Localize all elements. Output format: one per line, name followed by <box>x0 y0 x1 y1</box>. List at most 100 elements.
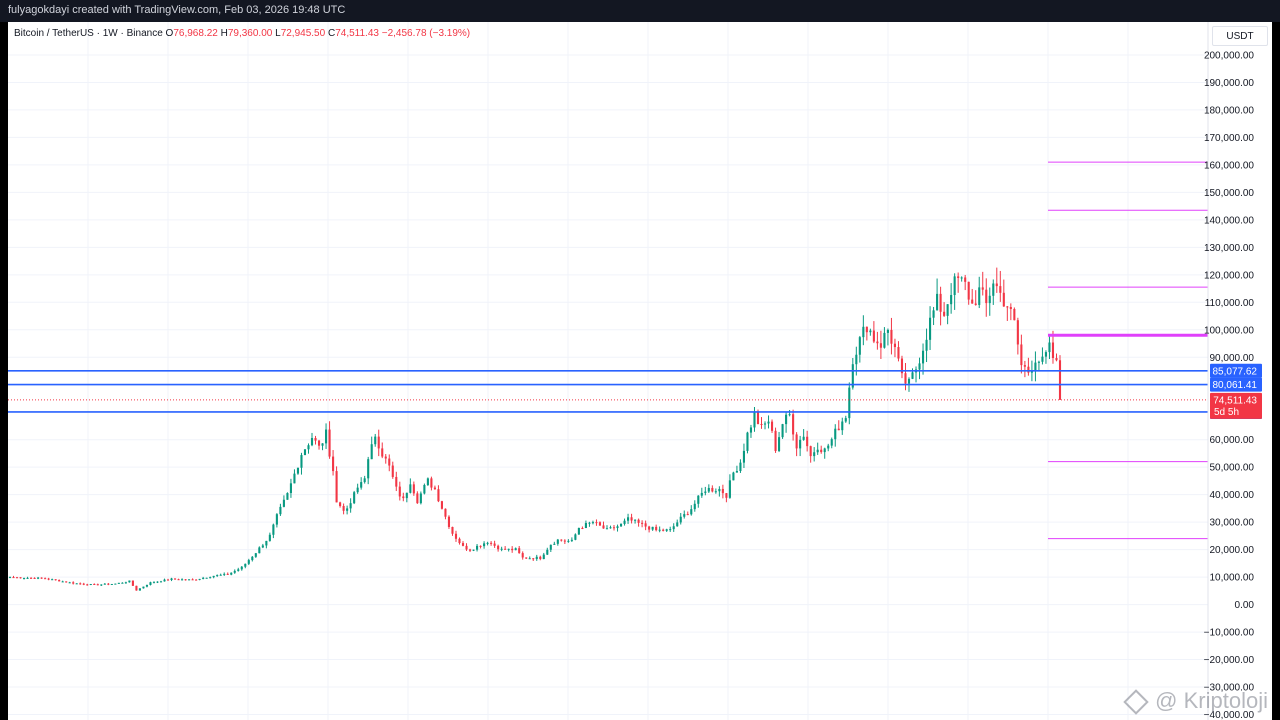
candle-body <box>806 436 809 447</box>
candle-body <box>265 540 268 546</box>
candle-body <box>549 544 552 550</box>
candle-body <box>504 548 507 550</box>
candle-body <box>26 577 29 579</box>
candle-body <box>388 458 391 466</box>
candle-body <box>472 549 475 551</box>
candlestick-series <box>8 267 1062 591</box>
candle-body <box>883 332 886 348</box>
candle-body <box>627 517 630 521</box>
candle-body <box>725 493 728 498</box>
candle-body <box>430 478 433 488</box>
candle-body <box>876 341 879 344</box>
candle-body <box>51 579 54 581</box>
candle-body <box>1055 358 1058 361</box>
candle-body <box>918 363 921 370</box>
currency-button[interactable]: USDT <box>1212 26 1268 46</box>
candle-body <box>209 577 212 579</box>
candle-body <box>307 445 310 450</box>
watermark: @ Kriptoloji <box>1123 688 1268 715</box>
candle-body <box>374 436 377 445</box>
level-price-label-text: 80,061.41 <box>1213 380 1258 391</box>
candle-body <box>479 545 482 547</box>
candle-body <box>511 548 514 551</box>
candle-body <box>296 467 300 474</box>
candle-body <box>195 579 198 581</box>
price-tick-label: 160,000.00 <box>1204 160 1254 171</box>
candle-body <box>1051 342 1055 359</box>
candle-body <box>303 449 307 456</box>
candle-body <box>454 533 458 539</box>
candle-body <box>272 524 275 535</box>
candle-body <box>447 516 451 527</box>
open-label: O <box>165 28 174 39</box>
price-tick-label: 170,000.00 <box>1204 133 1254 144</box>
candle-body <box>953 276 956 296</box>
candle-body <box>226 573 229 575</box>
candle-body <box>911 372 914 379</box>
candle-body <box>458 538 461 544</box>
candle-body <box>22 578 26 580</box>
candle-body <box>960 277 963 279</box>
watermark-text: @ Kriptoloji <box>1155 688 1268 713</box>
candle-body <box>563 540 566 542</box>
candle-body <box>711 487 714 492</box>
price-axis: 200,000.00 190,000.00 180,000.00 170,000.00… <box>1204 22 1262 720</box>
candle-body <box>560 539 563 541</box>
candle-body <box>349 503 352 509</box>
candle-body <box>967 281 970 300</box>
candle-body <box>437 489 440 502</box>
candle-body <box>476 545 479 550</box>
candle-body <box>739 462 742 472</box>
candle-body <box>939 293 942 312</box>
candle-body <box>268 534 271 541</box>
high-value: 79,360.00 <box>227 28 273 39</box>
candle-body <box>665 529 668 531</box>
candle-body <box>683 514 686 517</box>
candle-body <box>230 572 233 575</box>
candle-body <box>419 493 422 504</box>
candle-body <box>634 519 637 521</box>
candle-body <box>461 543 465 546</box>
candle-body <box>128 580 131 583</box>
candle-body <box>686 514 689 516</box>
candle-body <box>117 582 120 584</box>
candle-body <box>33 577 36 579</box>
candle-body <box>251 556 254 561</box>
price-tick-label: 10,000.00 <box>1210 573 1255 584</box>
candle-body <box>166 579 170 581</box>
candle-body <box>1013 308 1016 321</box>
candle-body <box>546 549 549 555</box>
price-tick-label: 20,000.00 <box>1210 545 1255 556</box>
candle-body <box>339 502 342 507</box>
candle-body <box>770 421 774 431</box>
candle-body <box>700 492 703 496</box>
candle-body <box>897 347 900 359</box>
candle-body <box>219 574 222 576</box>
price-chart[interactable]: 200,000.00 190,000.00 180,000.00 170,000.00… <box>8 22 1272 720</box>
candle-body <box>493 543 496 546</box>
candle-body <box>486 542 489 544</box>
candle-body <box>697 495 700 504</box>
candle-body <box>37 577 40 579</box>
candle-body <box>58 579 61 582</box>
price-tick-label: −20,000.00 <box>1204 655 1255 666</box>
candle-body <box>749 427 753 433</box>
candle-body <box>525 557 528 559</box>
candle-body <box>202 577 205 579</box>
price-tick-label: 100,000.00 <box>1204 325 1254 336</box>
candle-body <box>86 584 89 586</box>
candle-body <box>381 448 384 457</box>
candle-body <box>788 414 791 416</box>
candle-body <box>275 514 278 525</box>
candle-body <box>974 303 977 305</box>
candle-body <box>567 540 570 542</box>
candle-body <box>521 553 524 558</box>
candle-body <box>655 526 658 531</box>
chart-frame[interactable]: Bitcoin / TetherUS · 1W · Binance O76,96… <box>8 22 1272 720</box>
price-tick-label: 190,000.00 <box>1204 78 1254 89</box>
candle-body <box>978 287 981 305</box>
candle-body <box>732 472 735 481</box>
candle-body <box>728 480 731 498</box>
candle-body <box>342 506 345 511</box>
candle-body <box>637 519 640 523</box>
